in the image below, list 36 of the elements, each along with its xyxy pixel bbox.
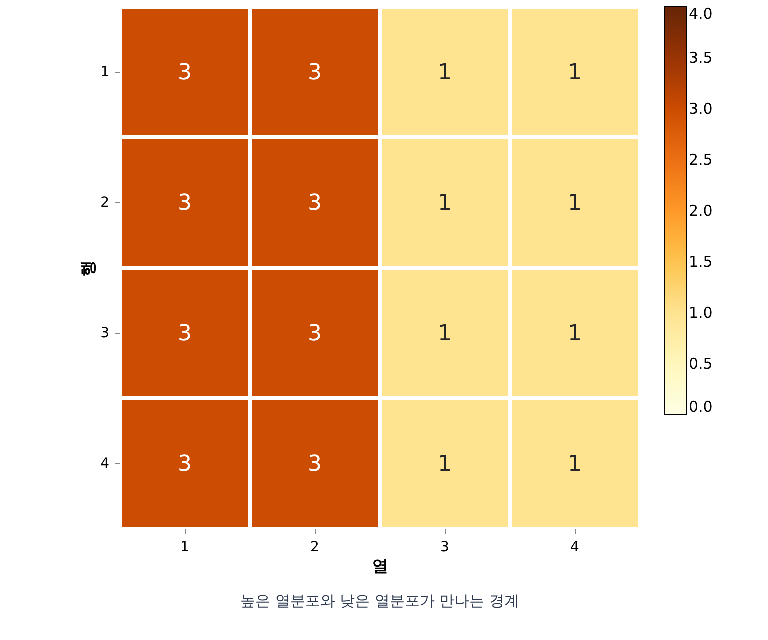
x-tick-label: 2	[310, 540, 320, 556]
data-label: 1	[438, 452, 452, 477]
data-label: 3	[308, 452, 322, 477]
data-label: 3	[178, 321, 192, 346]
data-label: 1	[438, 321, 452, 346]
text: 높은 열분포와 낮은 열분포가 만나는 경계	[240, 592, 520, 610]
data-label: 3	[178, 60, 192, 86]
color-bar-label: 1.5	[689, 253, 713, 271]
data-label: 3	[308, 321, 322, 346]
color-bar-label: 0.0	[689, 398, 713, 416]
data-label: 1	[568, 321, 582, 346]
data-label: 3	[178, 190, 192, 216]
data-label: 1	[568, 60, 582, 86]
color-bar-label: 4.0	[689, 5, 713, 23]
y-tick-label: 3	[100, 325, 110, 342]
x-tick-label: 1	[180, 540, 190, 556]
data-label: 1	[438, 60, 452, 86]
color-bar-label: 3.5	[689, 49, 713, 67]
y-tick-label: 4	[100, 456, 110, 472]
y-tick-label: 1	[100, 64, 110, 80]
color-bar-label: 1.0	[689, 304, 713, 322]
data-label: 1	[568, 190, 582, 216]
color-bar-label: 2.0	[689, 202, 713, 220]
y-tick-label: 2	[100, 194, 110, 211]
x-tick-label: 4	[570, 540, 580, 556]
color-bar-label: 3.0	[689, 100, 713, 118]
data-label: 1	[438, 190, 452, 216]
x-axis-title: 열	[372, 556, 388, 576]
data-label: 3	[308, 190, 322, 216]
data-label: 3	[178, 452, 192, 477]
y-axis-title: 행	[78, 260, 98, 276]
data-label: 1	[568, 452, 582, 477]
color-bar-label: 2.5	[689, 151, 713, 169]
data-label: 3	[308, 60, 322, 86]
color-bar-label: 0.5	[689, 355, 713, 373]
x-tick-label: 3	[440, 540, 450, 556]
